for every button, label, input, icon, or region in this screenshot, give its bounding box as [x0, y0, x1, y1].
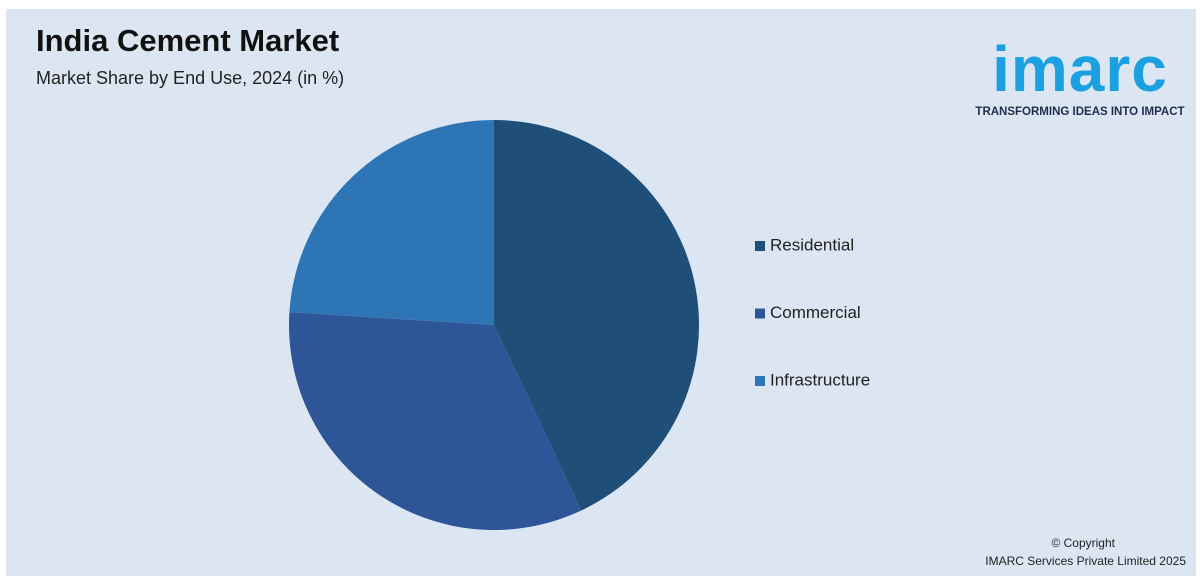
chart-title: India Cement Market	[36, 23, 339, 58]
pie-slice	[289, 120, 494, 325]
pie-slice	[494, 120, 700, 511]
legend-label: Residential	[770, 235, 854, 254]
logo-tagline: TRANSFORMING IDEAS INTO IMPACT	[975, 106, 1184, 118]
legend-swatch	[755, 376, 765, 386]
copyright-line: © Copyright	[1051, 536, 1115, 550]
legend-label: Commercial	[770, 303, 861, 322]
legend-swatch	[755, 308, 765, 319]
legend-swatch	[755, 241, 765, 251]
pie-slice	[289, 312, 582, 530]
logo-name: imarc	[992, 33, 1168, 105]
legend-label: Infrastructure	[770, 370, 870, 389]
chart-subtitle: Market Share by End Use, 2024 (in %)	[36, 68, 344, 88]
copyright-line: IMARC Services Private Limited 2025	[985, 554, 1186, 568]
